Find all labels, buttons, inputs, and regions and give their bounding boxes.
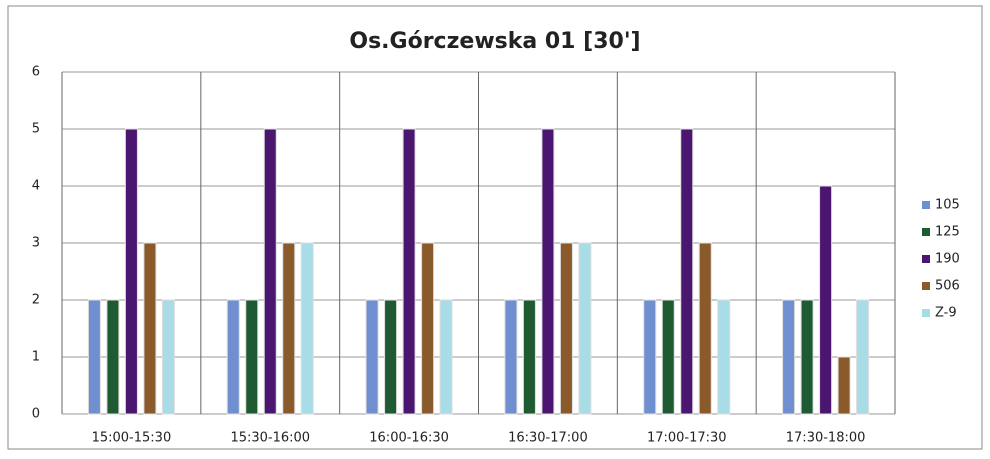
x-tick-label: 15:00-15:30 <box>92 431 172 446</box>
bar <box>106 299 120 415</box>
legend-label: 105 <box>935 198 960 213</box>
bar <box>819 185 833 415</box>
y-tick-label: 5 <box>32 122 40 137</box>
x-tick-label: 17:30-18:00 <box>786 431 866 446</box>
bar <box>365 299 379 415</box>
bar <box>559 242 573 415</box>
bar <box>837 356 851 415</box>
bar <box>384 299 398 415</box>
bar <box>680 128 694 415</box>
bar <box>578 242 592 415</box>
y-tick-label: 0 <box>32 407 40 422</box>
bar <box>300 242 314 415</box>
y-tick-label: 4 <box>32 179 40 194</box>
bar <box>856 299 870 415</box>
y-tick-label: 1 <box>32 350 40 365</box>
legend-label: Z-9 <box>935 306 957 321</box>
legend-label: 506 <box>935 279 960 294</box>
bar <box>522 299 536 415</box>
legend-swatch <box>922 228 930 236</box>
legend-swatch <box>922 201 930 209</box>
bar <box>282 242 296 415</box>
y-tick-label: 3 <box>32 236 40 251</box>
legend-swatch <box>922 282 930 290</box>
bar <box>226 299 240 415</box>
bar <box>421 242 435 415</box>
y-tick-label: 6 <box>32 65 40 80</box>
y-tick-label: 2 <box>32 293 40 308</box>
bar <box>661 299 675 415</box>
chart-title: Os.Górczewska 01 [30'] <box>349 29 640 54</box>
legend-label: 190 <box>935 252 960 267</box>
x-tick-label: 16:30-17:00 <box>508 431 588 446</box>
bar <box>439 299 453 415</box>
x-tick-label: 17:00-17:30 <box>647 431 727 446</box>
legend-label: 125 <box>935 225 960 240</box>
bar <box>698 242 712 415</box>
x-tick-label: 16:00-16:30 <box>369 431 449 446</box>
bar <box>717 299 731 415</box>
legend-swatch <box>922 255 930 263</box>
bar <box>782 299 796 415</box>
bar <box>800 299 814 415</box>
bar <box>541 128 555 415</box>
bar <box>143 242 157 415</box>
bar <box>124 128 138 415</box>
bar <box>402 128 416 415</box>
bar <box>504 299 518 415</box>
bar <box>161 299 175 415</box>
bar <box>643 299 657 415</box>
legend-swatch <box>922 309 930 317</box>
bar <box>87 299 101 415</box>
x-tick-label: 15:30-16:00 <box>230 431 310 446</box>
bar <box>263 128 277 415</box>
bar <box>245 299 259 415</box>
